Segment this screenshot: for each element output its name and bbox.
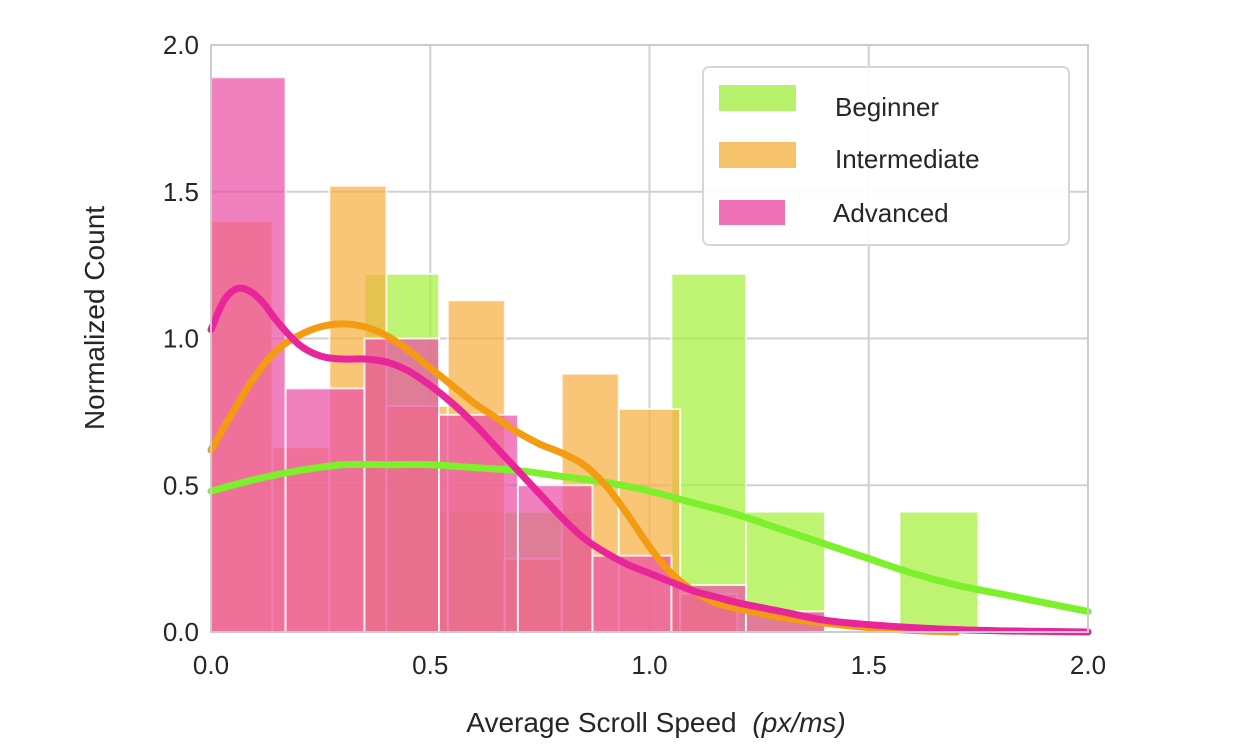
kde-curve-beginner	[207, 460, 1092, 615]
y-tick-label: 1.5	[163, 177, 199, 207]
y-tick-label: 2.0	[163, 30, 199, 60]
x-tick-label: 2.0	[1070, 650, 1106, 680]
y-tick-label: 1.0	[163, 324, 199, 354]
y-axis-ticks: 0.0 0.5 1.0 1.5 2.0	[163, 30, 199, 647]
x-tick-label: 1.5	[851, 650, 887, 680]
y-axis-label: Normalized Count	[79, 206, 110, 430]
legend-swatch-beginner	[719, 85, 796, 111]
histogram-bar	[670, 272, 747, 633]
legend-label-beginner: Beginner	[835, 92, 939, 122]
histogram-bars	[210, 76, 980, 634]
x-tick-label: 1.0	[631, 650, 667, 680]
kde-curve-advanced	[207, 284, 1092, 636]
kde-curves	[207, 284, 1092, 636]
legend-label-intermediate: Intermediate	[835, 144, 980, 174]
y-tick-label: 0.5	[163, 470, 199, 500]
histogram-bar	[284, 387, 366, 633]
plot-frame	[210, 44, 1089, 633]
y-tick-label: 0.0	[163, 617, 199, 647]
histogram-bar	[438, 413, 519, 633]
legend-box	[702, 66, 1070, 246]
legend-swatch-intermediate	[719, 142, 796, 168]
legend-label-advanced: Advanced	[833, 198, 949, 228]
legend: Beginner Intermediate Advanced	[702, 66, 1070, 246]
x-tick-label: 0.0	[193, 650, 229, 680]
x-axis-label: Average Scroll Speed (px/ms)	[466, 707, 845, 738]
x-tick-label: 0.5	[412, 650, 448, 680]
histogram-bar	[363, 337, 441, 633]
kde-curve-intermediate	[207, 320, 960, 636]
legend-swatch-advanced	[719, 200, 785, 225]
x-axis-label-unit: (px/ms)	[752, 707, 845, 738]
x-axis-label-text: Average Scroll Speed	[466, 707, 736, 738]
x-axis-ticks: 0.0 0.5 1.0 1.5 2.0	[193, 650, 1106, 680]
